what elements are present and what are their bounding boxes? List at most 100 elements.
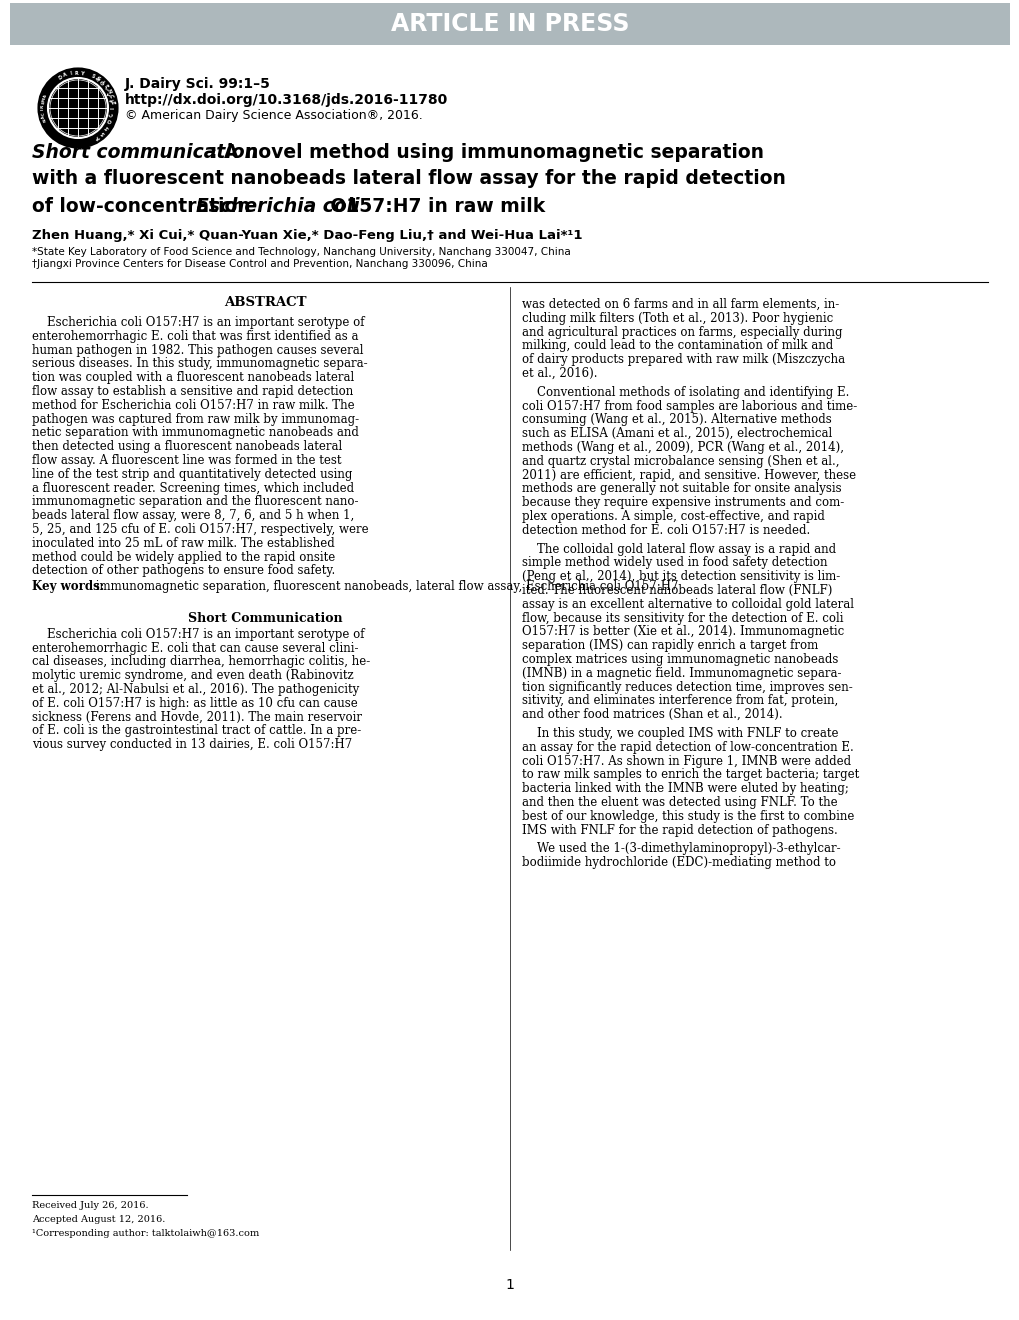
Text: : A novel method using immunomagnetic separation: : A novel method using immunomagnetic se… [210, 143, 763, 161]
Text: flow assay. A fluorescent line was formed in the test: flow assay. A fluorescent line was forme… [32, 454, 341, 467]
Text: to raw milk samples to enrich the target bacteria; target: to raw milk samples to enrich the target… [522, 768, 858, 781]
Text: line of the test strip and quantitatively detected using: line of the test strip and quantitativel… [32, 467, 352, 480]
Text: consuming (Wang et al., 2015). Alternative methods: consuming (Wang et al., 2015). Alternati… [522, 413, 830, 426]
Text: and other food matrices (Shan et al., 2014).: and other food matrices (Shan et al., 20… [522, 709, 782, 721]
Text: N: N [106, 88, 112, 95]
Text: complex matrices using immunomagnetic nanobeads: complex matrices using immunomagnetic na… [522, 653, 838, 667]
Text: J. Dairy Sci. 99:1–5: J. Dairy Sci. 99:1–5 [125, 77, 271, 91]
Text: *State Key Laboratory of Food Science and Technology, Nanchang University, Nanch: *State Key Laboratory of Food Science an… [32, 247, 571, 257]
Text: inoculated into 25 mL of raw milk. The established: inoculated into 25 mL of raw milk. The e… [32, 537, 334, 550]
Text: © American Dairy Science Association®, 2016.: © American Dairy Science Association®, 2… [125, 110, 422, 123]
Text: beads lateral flow assay, were 8, 7, 6, and 5 h when 1,: beads lateral flow assay, were 8, 7, 6, … [32, 510, 354, 523]
Text: E: E [103, 84, 109, 90]
Text: R: R [74, 70, 78, 75]
Text: (Peng et al., 2014), but its detection sensitivity is lim-: (Peng et al., 2014), but its detection s… [522, 570, 840, 583]
Text: C: C [95, 77, 101, 82]
Text: http://dx.doi.org/10.3168/jds.2016-11780: http://dx.doi.org/10.3168/jds.2016-11780 [125, 92, 447, 107]
Text: with a fluorescent nanobeads lateral flow assay for the rapid detection: with a fluorescent nanobeads lateral flo… [32, 169, 785, 189]
Text: enterohemorrhagic E. coli that was first identified as a: enterohemorrhagic E. coli that was first… [32, 330, 358, 343]
Text: ¹Corresponding author: talktolaiwh@163.com: ¹Corresponding author: talktolaiwh@163.c… [32, 1229, 259, 1238]
Text: A: A [63, 73, 68, 78]
Text: human pathogen in 1982. This pathogen causes several: human pathogen in 1982. This pathogen ca… [32, 343, 363, 356]
Text: S: S [100, 129, 106, 136]
Text: sickness (Ferens and Hovde, 2011). The main reservoir: sickness (Ferens and Hovde, 2011). The m… [32, 710, 362, 723]
Text: such as ELISA (Amani et al., 2015), electrochemical: such as ELISA (Amani et al., 2015), elec… [522, 428, 832, 440]
Text: flow assay to establish a sensitive and rapid detection: flow assay to establish a sensitive and … [32, 385, 353, 399]
Text: T: T [107, 92, 113, 98]
Text: serious diseases. In this study, immunomagnetic separa-: serious diseases. In this study, immunom… [32, 358, 367, 371]
Text: methods are generally not suitable for onsite analysis: methods are generally not suitable for o… [522, 482, 841, 495]
Text: 5, 25, and 125 cfu of E. coli O157:H7, respectively, were: 5, 25, and 125 cfu of E. coli O157:H7, r… [32, 523, 368, 536]
Text: milking, could lead to the contamination of milk and: milking, could lead to the contamination… [522, 339, 833, 352]
Text: O: O [100, 81, 106, 87]
Text: C: C [41, 111, 46, 115]
Text: vious survey conducted in 13 dairies, E. coli O157:H7: vious survey conducted in 13 dairies, E.… [32, 738, 352, 751]
Text: detection method for E. coli O157:H7 is needed.: detection method for E. coli O157:H7 is … [522, 524, 809, 537]
Text: C: C [108, 94, 114, 99]
Text: and quartz crystal microbalance sensing (Shen et al.,: and quartz crystal microbalance sensing … [522, 455, 839, 467]
Text: ARTICLE IN PRESS: ARTICLE IN PRESS [390, 12, 629, 36]
Text: R: R [41, 104, 45, 108]
Text: methods (Wang et al., 2009), PCR (Wang et al., 2014),: methods (Wang et al., 2009), PCR (Wang e… [522, 441, 843, 454]
Text: coli O157:H7. As shown in Figure 1, IMNB were added: coli O157:H7. As shown in Figure 1, IMNB… [522, 755, 850, 768]
Text: Short Communication: Short Communication [187, 611, 342, 624]
Text: detection of other pathogens to ensure food safety.: detection of other pathogens to ensure f… [32, 565, 335, 577]
Text: separation (IMS) can rapidly enrich a target from: separation (IMS) can rapidly enrich a ta… [522, 639, 817, 652]
Text: I: I [105, 87, 110, 91]
Text: Accepted August 12, 2016.: Accepted August 12, 2016. [32, 1214, 165, 1224]
Text: O157:H7 in raw milk: O157:H7 in raw milk [324, 197, 545, 215]
Text: immunomagnetic separation and the fluorescent nano-: immunomagnetic separation and the fluore… [32, 495, 358, 508]
Text: We used the 1-(3-dimethylaminopropyl)-3-ethylcar-: We used the 1-(3-dimethylaminopropyl)-3-… [522, 842, 840, 855]
Text: immunomagnetic separation, fluorescent nanobeads, lateral flow assay, Escherichi: immunomagnetic separation, fluorescent n… [92, 581, 678, 593]
Text: ABSTRACT: ABSTRACT [223, 296, 306, 309]
Text: sitivity, and eliminates interference from fat, protein,: sitivity, and eliminates interference fr… [522, 694, 838, 708]
Text: †Jiangxi Province Centers for Disease Control and Prevention, Nanchang 330096, C: †Jiangxi Province Centers for Disease Co… [32, 259, 487, 269]
Circle shape [48, 78, 108, 139]
Text: of dairy products prepared with raw milk (Miszczycha: of dairy products prepared with raw milk… [522, 354, 845, 366]
Text: cluding milk filters (Toth et al., 2013). Poor hygienic: cluding milk filters (Toth et al., 2013)… [522, 312, 833, 325]
Text: simple method widely used in food safety detection: simple method widely used in food safety… [522, 557, 826, 569]
Text: a fluorescent reader. Screening times, which included: a fluorescent reader. Screening times, w… [32, 482, 354, 495]
Text: E: E [110, 100, 115, 104]
Text: 1: 1 [505, 1278, 514, 1292]
Text: was detected on 6 farms and in all farm elements, in-: was detected on 6 farms and in all farm … [522, 298, 839, 312]
Text: assay is an excellent alternative to colloidal gold lateral: assay is an excellent alternative to col… [522, 598, 853, 611]
Text: et al., 2012; Al-Nabulsi et al., 2016). The pathogenicity: et al., 2012; Al-Nabulsi et al., 2016). … [32, 682, 359, 696]
Text: N: N [43, 117, 48, 123]
Text: method could be widely applied to the rapid onsite: method could be widely applied to the ra… [32, 550, 335, 564]
Text: The colloidal gold lateral flow assay is a rapid and: The colloidal gold lateral flow assay is… [522, 543, 836, 556]
Text: I: I [69, 71, 72, 77]
Text: of E. coli is the gastrointestinal tract of cattle. In a pre-: of E. coli is the gastrointestinal tract… [32, 725, 361, 738]
Text: plex operations. A simple, cost-effective, and rapid: plex operations. A simple, cost-effectiv… [522, 510, 824, 523]
Text: 2011) are efficient, rapid, and sensitive. However, these: 2011) are efficient, rapid, and sensitiv… [522, 469, 855, 482]
Text: Conventional methods of isolating and identifying E.: Conventional methods of isolating and id… [522, 385, 849, 399]
Text: M: M [42, 96, 47, 102]
Text: ited. The fluorescent nanobeads lateral flow (FNLF): ited. The fluorescent nanobeads lateral … [522, 583, 832, 597]
Text: O: O [107, 119, 113, 124]
Text: Y: Y [79, 70, 84, 77]
Text: then detected using a fluorescent nanobeads lateral: then detected using a fluorescent nanobe… [32, 440, 342, 453]
Text: N: N [95, 77, 101, 83]
Text: bodiimide hydrochloride (EDC)-mediating method to: bodiimide hydrochloride (EDC)-mediating … [522, 857, 836, 869]
Text: tion was coupled with a fluorescent nanobeads lateral: tion was coupled with a fluorescent nano… [32, 371, 354, 384]
Text: pathogen was captured from raw milk by immunomag-: pathogen was captured from raw milk by i… [32, 413, 359, 425]
Text: S: S [90, 74, 96, 79]
Text: because they require expensive instruments and com-: because they require expensive instrumen… [522, 496, 844, 510]
Text: an assay for the rapid detection of low-concentration E.: an assay for the rapid detection of low-… [522, 741, 853, 754]
Text: A: A [43, 94, 48, 98]
Text: of low-concentration: of low-concentration [32, 197, 257, 215]
Text: I: I [110, 107, 115, 110]
Text: (IMNB) in a magnetic field. Immunomagnetic separa-: (IMNB) in a magnetic field. Immunomagnet… [522, 667, 841, 680]
Text: method for Escherichia coli O157:H7 in raw milk. The: method for Escherichia coli O157:H7 in r… [32, 399, 355, 412]
Text: et al., 2016).: et al., 2016). [522, 367, 597, 380]
Text: A: A [109, 99, 115, 104]
Text: C: C [109, 112, 115, 117]
Text: and then the eluent was detected using FNLF. To the: and then the eluent was detected using F… [522, 796, 837, 809]
Text: Escherichia coli: Escherichia coli [196, 197, 359, 215]
Text: I: I [41, 108, 45, 111]
Text: enterohemorrhagic E. coli that can cause several clini-: enterohemorrhagic E. coli that can cause… [32, 642, 358, 655]
Text: Escherichia coli O157:H7 is an important serotype of: Escherichia coli O157:H7 is an important… [32, 628, 364, 640]
Text: bacteria linked with the IMNB were eluted by heating;: bacteria linked with the IMNB were elute… [522, 783, 848, 795]
Text: I: I [100, 81, 104, 84]
Text: best of our knowledge, this study is the first to combine: best of our knowledge, this study is the… [522, 809, 854, 822]
